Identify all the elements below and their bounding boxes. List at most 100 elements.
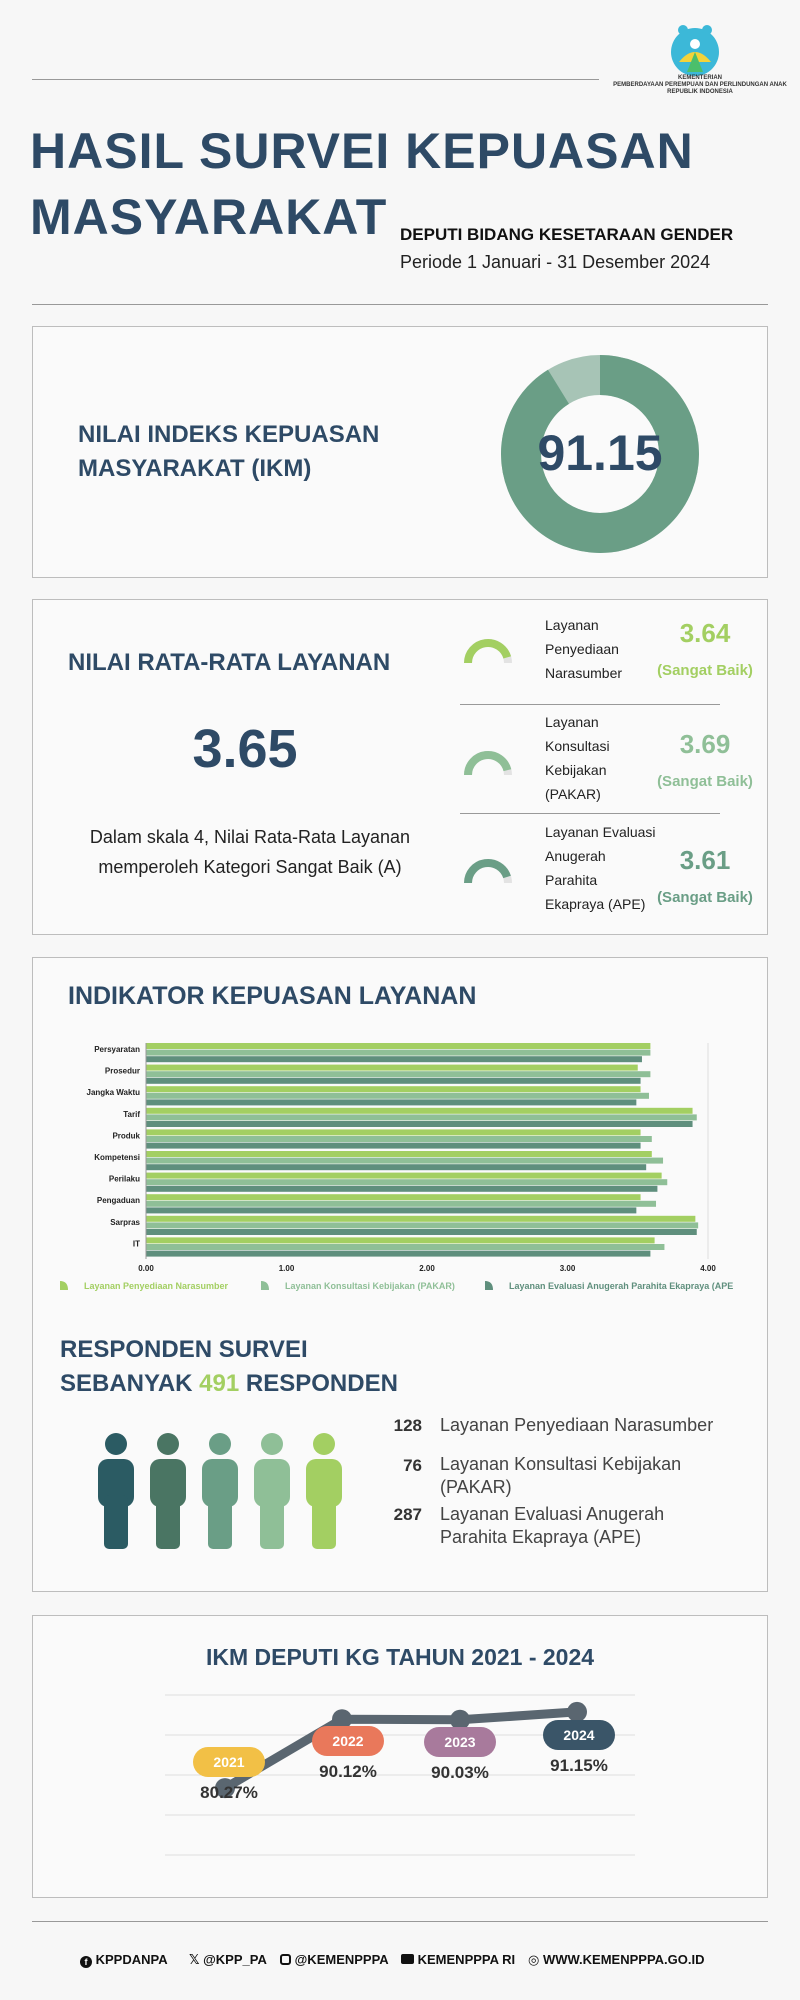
service-name-line: Ekapraya (APE) (545, 896, 646, 912)
footer-twitter[interactable]: 𝕏 @KPP_PA (189, 1952, 267, 1968)
service-gauge-icon (464, 859, 512, 884)
trend-card (32, 1615, 768, 1898)
year-pill-2023: 2023 (424, 1727, 496, 1757)
section-rule (32, 304, 768, 305)
chart-tick-label: 0.00 (138, 1264, 154, 1273)
x-twitter-icon: 𝕏 (189, 1952, 200, 1967)
kemenpppa-logo-icon (671, 25, 719, 76)
chart-bar (146, 1099, 637, 1106)
chart-bar (146, 1107, 693, 1114)
chart-bar (146, 1114, 697, 1121)
trend-point (332, 1709, 352, 1730)
trend-title: IKM DEPUTI KG TAHUN 2021 - 2024 (205, 1644, 595, 1670)
indikator-title: INDIKATOR KEPUASAN LAYANAN (68, 982, 477, 1010)
period-label: Periode 1 Januari - 31 Desember 2024 (400, 252, 711, 272)
chart-bar (146, 1250, 651, 1257)
chart-category-label: IT (133, 1239, 140, 1248)
chart-category-label: Kompetensi (94, 1153, 140, 1162)
respondent-count: 128 (393, 1416, 422, 1435)
chart-legend-label: Layanan Penyediaan Narasumber (84, 1281, 229, 1291)
chart-bar (146, 1142, 641, 1149)
rata-rata-description: Dalam skala 4, Nilai Rata-Rata Layanan m… (70, 822, 430, 882)
respondent-service-line: Layanan Konsultasi Kebijakan (440, 1454, 682, 1474)
chart-category-label: Sarpras (110, 1218, 140, 1227)
responden-title-line: RESPONDEN SURVEI (60, 1336, 308, 1363)
ikm-label: NILAI INDEKS KEPUASAN MASYARAKAT (IKM) (78, 418, 379, 486)
chart-tick-label: 2.00 (419, 1264, 435, 1273)
logo-line: REPUBLIK INDONESIA (667, 89, 733, 95)
year-value-2024: 91.15% (550, 1756, 608, 1775)
ikm-donut-value-arc (501, 355, 699, 553)
footer-youtube[interactable]: KEMENPPPA RI (401, 1952, 515, 1967)
year-value-2023: 90.03% (431, 1763, 489, 1782)
respondent-service-line: (PAKAR) (440, 1477, 512, 1497)
logo-line: PEMBERDAYAAN PEREMPUAN DAN PERLINDUNGAN … (613, 82, 787, 88)
chart-bar (146, 1179, 668, 1186)
service-name-line: Layanan Evaluasi (545, 824, 656, 840)
facebook-icon: f (80, 1956, 92, 1968)
responden-title: RESPONDEN SURVEI SEBANYAK 491 RESPONDEN (60, 1333, 398, 1401)
person-icon (254, 1433, 290, 1549)
chart-bar (146, 1056, 642, 1063)
respondent-count: 76 (403, 1456, 422, 1475)
chart-category-label: Pengaduan (97, 1196, 140, 1205)
chart-bar (146, 1215, 696, 1222)
chart-category-label: Prosedur (105, 1067, 140, 1076)
service-name-line: Narasumber (545, 665, 623, 681)
service-category: (Sangat Baik) (657, 889, 753, 906)
gauge-value-arc (464, 751, 512, 776)
instagram-icon (280, 1954, 291, 1965)
respondent-service-name: Layanan Konsultasi Kebijakan (PAKAR) (440, 1453, 681, 1499)
chart-bar (146, 1092, 649, 1099)
person-icon (306, 1433, 342, 1549)
gauge-value-arc (464, 639, 512, 664)
chart-bar (146, 1194, 641, 1201)
person-icon (98, 1433, 134, 1549)
trend-point (450, 1709, 470, 1730)
chart-category-label: Perilaku (109, 1175, 140, 1184)
chart-category-label: Tarif (123, 1110, 140, 1119)
chart-bar (146, 1237, 655, 1244)
rata-rata-title: NILAI RATA-RATA LAYANAN (68, 649, 391, 676)
trend-point (567, 1701, 587, 1722)
service-name-line: Layanan (545, 714, 599, 730)
chart-bar (146, 1043, 651, 1049)
ikm-donut-chart (501, 355, 699, 553)
chart-bar (146, 1200, 657, 1207)
footer-instagram-label: @KEMENPPPA (294, 1952, 389, 1967)
year-pill-2024: 2024 (543, 1720, 615, 1750)
chart-tick-label: 3.00 (560, 1264, 576, 1273)
chart-bar (146, 1064, 638, 1071)
chart-tick-label: 4.00 (700, 1264, 716, 1273)
service-divider (460, 813, 720, 814)
logo-line: KEMENTERIAN (677, 75, 722, 81)
chart-bar (146, 1121, 693, 1127)
year-value-2022: 90.12% (319, 1762, 377, 1781)
logo-text: KEMENTERIAN PEMBERDAYAAN PEREMPUAN DAN P… (600, 75, 800, 96)
header-rule (32, 79, 599, 80)
chart-bar (146, 1157, 664, 1164)
chart-bar (146, 1164, 647, 1171)
respondent-people-icon-group (98, 1433, 342, 1549)
desc-line: Dalam skala 4, Nilai Rata-Rata Layanan (89, 827, 411, 847)
service-score: 3.61 (679, 845, 731, 875)
chart-bar (146, 1071, 651, 1078)
footer-twitter-label: @KPP_PA (203, 1952, 267, 1967)
responden-title-line: SEBANYAK 491 RESPONDEN (60, 1367, 398, 1401)
respondent-service-name: Layanan Evaluasi Anugerah Parahita Ekapr… (440, 1503, 664, 1549)
footer-website[interactable]: ◎ WWW.KEMENPPPA.GO.ID (528, 1952, 705, 1968)
respondent-service-name: Layanan Penyediaan Narasumber (440, 1414, 713, 1437)
chart-bar (146, 1229, 697, 1235)
legend-swatch-icon (60, 1281, 68, 1290)
footer-facebook[interactable]: f KPPDANPA (80, 1952, 168, 1968)
ikm-trend-chart (165, 1694, 635, 1856)
respondent-count: 287 (393, 1505, 422, 1524)
year-pill-2021: 2021 (193, 1747, 265, 1777)
footer-rule (32, 1921, 768, 1922)
chart-bar (146, 1086, 641, 1093)
person-icon (150, 1433, 186, 1549)
service-name-line: Kebijakan (545, 762, 607, 778)
legend-swatch-icon (261, 1281, 269, 1290)
chart-category-label: Persyaratan (94, 1045, 140, 1054)
footer-instagram[interactable]: @KEMENPPPA (280, 1952, 389, 1967)
